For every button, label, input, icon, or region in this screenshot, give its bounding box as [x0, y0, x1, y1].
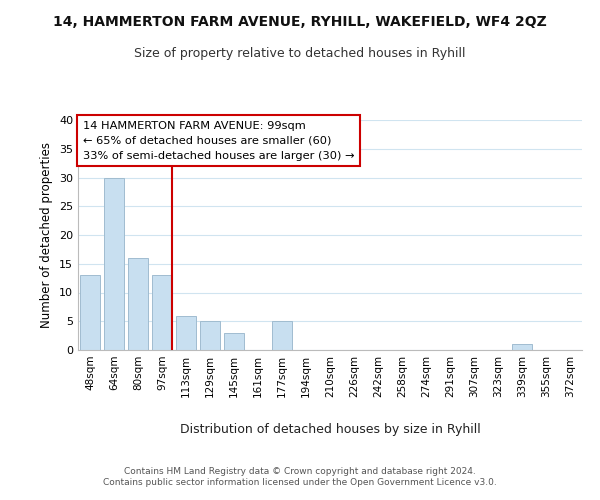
Bar: [224, 333, 244, 350]
Text: 14 HAMMERTON FARM AVENUE: 99sqm
← 65% of detached houses are smaller (60)
33% of: 14 HAMMERTON FARM AVENUE: 99sqm ← 65% of…: [83, 121, 355, 161]
Bar: [176, 316, 196, 350]
Text: Distribution of detached houses by size in Ryhill: Distribution of detached houses by size …: [179, 422, 481, 436]
Bar: [512, 344, 532, 350]
Text: Size of property relative to detached houses in Ryhill: Size of property relative to detached ho…: [134, 48, 466, 60]
Bar: [80, 275, 100, 350]
Bar: [272, 322, 292, 350]
Y-axis label: Number of detached properties: Number of detached properties: [40, 142, 53, 328]
Bar: [128, 258, 148, 350]
Bar: [200, 322, 220, 350]
Bar: [152, 275, 172, 350]
Text: Contains HM Land Registry data © Crown copyright and database right 2024.
Contai: Contains HM Land Registry data © Crown c…: [103, 468, 497, 487]
Bar: [104, 178, 124, 350]
Text: 14, HAMMERTON FARM AVENUE, RYHILL, WAKEFIELD, WF4 2QZ: 14, HAMMERTON FARM AVENUE, RYHILL, WAKEF…: [53, 15, 547, 29]
